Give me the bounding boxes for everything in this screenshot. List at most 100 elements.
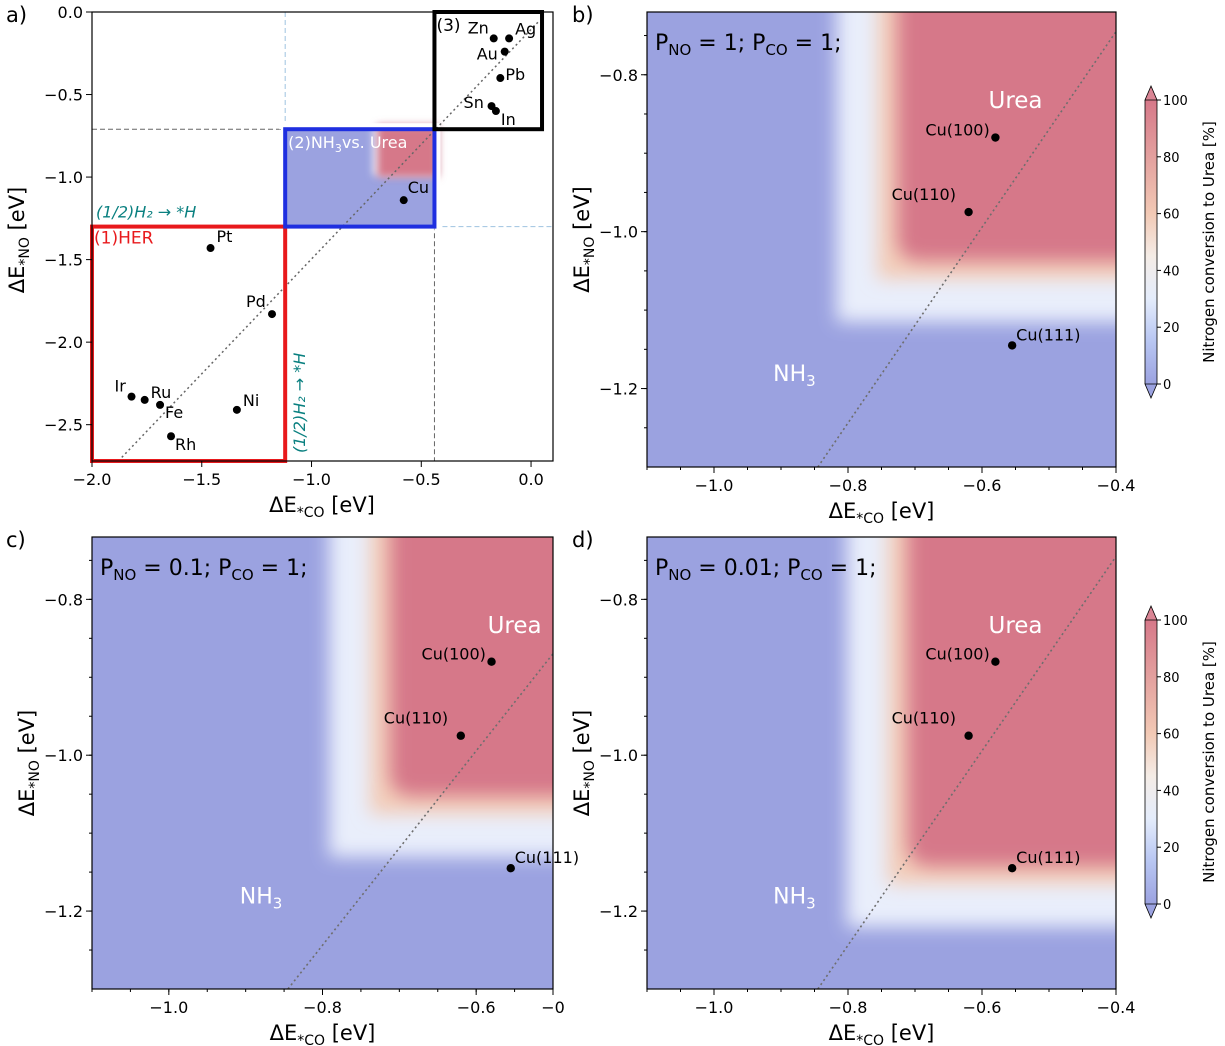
- data-label-cu111: Cu(111): [1016, 325, 1080, 344]
- urea-region: [389, 537, 553, 796]
- y-tick-label: −1.0: [44, 168, 83, 187]
- data-label-cu100: Cu(100): [925, 121, 989, 140]
- data-label-pt: Pt: [217, 227, 233, 246]
- x-axis-label: ΔE*CO [eV]: [829, 499, 935, 527]
- y-axis-label-sub: *NO: [27, 760, 43, 789]
- region-2-clip: [279, 123, 441, 130]
- x-axis-label: ΔE*CO [eV]: [829, 1021, 935, 1046]
- x-tick-label: −1.0: [149, 998, 188, 1017]
- data-label-cu: Cu: [408, 178, 429, 197]
- region-nh3-urea-label-main: (2)NH: [288, 133, 335, 152]
- condition-sub-co: CO: [765, 41, 787, 59]
- data-point-cu110: [964, 207, 973, 217]
- heatmap-layer: [92, 537, 553, 989]
- x-tick-label: −0.8: [829, 476, 868, 495]
- y-axis-label-unit: [eV]: [570, 186, 594, 236]
- x-axis-label-sub: *CO: [297, 1033, 325, 1046]
- colorbar-min-arrow: [1144, 903, 1158, 920]
- panel-a-letter: a): [6, 3, 27, 27]
- y-tick-label: −0.8: [599, 590, 638, 609]
- y-axis-label-main: ΔE: [570, 789, 594, 817]
- colorbar-tick-label: 100: [1163, 614, 1188, 629]
- h-adsorption-label-vertical: (1/2)H₂ → *H: [290, 353, 309, 453]
- x-tick-label: −0.4: [1097, 998, 1136, 1017]
- data-point-pb: [496, 74, 505, 83]
- y-axis-label-sub: *NO: [582, 760, 598, 789]
- nh3-label-sub: 3: [806, 372, 816, 390]
- x-axis-label-sub: *CO: [856, 1033, 884, 1046]
- y-tick-label: −2.5: [44, 416, 83, 435]
- data-point-ru: [140, 395, 149, 404]
- h-adsorption-label-horizontal: (1/2)H₂ → *H: [96, 203, 196, 222]
- data-label-ag: Ag: [515, 19, 536, 38]
- data-point-cu100: [991, 133, 1000, 142]
- heatmap-layer: [647, 12, 1116, 467]
- colorbar-tick-label: 40: [1163, 264, 1180, 279]
- condition-label: PNO = 0.01; PCO = 1;: [655, 556, 877, 584]
- condition-p: P: [655, 556, 668, 581]
- y-axis-label-unit: [eV]: [570, 710, 594, 760]
- urea-region: [897, 12, 1116, 261]
- colorbar-tick-label: 0: [1163, 898, 1171, 913]
- y-tick-label: −0.8: [44, 590, 83, 609]
- data-label-rh: Rh: [175, 435, 196, 454]
- colorbar-tick-label: 100: [1163, 94, 1188, 109]
- colorbar-gradient: [1145, 620, 1157, 904]
- colorbar-max-arrow: [1144, 84, 1158, 101]
- data-point-ag: [505, 34, 514, 43]
- x-tick-label: −0.8: [829, 998, 868, 1017]
- colorbar-top: 0 20 40 60 80 100 Nitrogen conversion to Urea …: [1144, 84, 1218, 400]
- data-point-cu111: [1007, 341, 1017, 350]
- data-point-cu110: [456, 731, 465, 740]
- data-label-cu110: Cu(110): [892, 709, 956, 728]
- diagonal-line: [287, 652, 553, 989]
- colorbar-tick-label: 60: [1163, 208, 1180, 223]
- condition-sub-no: NO: [113, 566, 136, 584]
- x-axis-label-unit: [eV]: [325, 1021, 375, 1045]
- x-axis-label-main: ΔE: [829, 499, 857, 523]
- y-axis-label-unit: [eV]: [15, 710, 39, 760]
- nh3-label-sub: 3: [273, 894, 283, 912]
- y-axis-label-main: ΔE: [15, 789, 39, 817]
- colorbar-tick-label: 80: [1163, 151, 1180, 166]
- data-point-au: [500, 47, 509, 56]
- data-label-ru: Ru: [151, 383, 172, 402]
- data-point-pd: [268, 310, 277, 319]
- urea-region: [907, 537, 1116, 867]
- data-label-sn: Sn: [464, 93, 484, 112]
- colorbar-gradient: [1145, 100, 1157, 384]
- data-point-ni: [232, 405, 241, 414]
- nh3-label-sub: 3: [806, 894, 816, 912]
- data-label-pd: Pd: [246, 292, 266, 311]
- condition-sub-co: CO: [231, 566, 253, 584]
- colorbar-tick-label: 20: [1163, 321, 1180, 336]
- colorbar-tick-label: 40: [1163, 784, 1180, 799]
- y-tick-label: −1.0: [44, 746, 83, 765]
- x-axis-label-unit: [eV]: [884, 499, 934, 523]
- x-tick-label: −0.4: [1097, 476, 1136, 495]
- nh3-label-main: NH: [773, 362, 806, 387]
- condition-pno-value: = 0.01; P: [691, 556, 800, 581]
- data-label-cu110: Cu(110): [892, 185, 956, 204]
- data-label-cu100: Cu(100): [422, 645, 486, 664]
- y-tick-label: −1.2: [599, 380, 638, 399]
- data-point-pt: [206, 244, 215, 253]
- data-label-in: In: [501, 110, 516, 129]
- data-point-cu: [399, 196, 408, 205]
- data-point-cu100: [991, 657, 1000, 666]
- data-label-au: Au: [477, 45, 498, 64]
- region-nh3-urea-label: (2)NH3vs. Urea: [288, 133, 407, 155]
- y-tick-label: −1.2: [44, 902, 83, 921]
- y-tick-label: −1.0: [599, 746, 638, 765]
- panel-a-plot-area: [92, 12, 553, 461]
- y-tick-label: −1.2: [599, 902, 638, 921]
- region-nh3-urea-box: [283, 127, 437, 229]
- x-tick-label: 0.0: [518, 470, 543, 489]
- data-point-cu111: [506, 864, 515, 873]
- panel-c-heatmap: c) PNO = 0.1; PCO = 1; Urea NH3 Cu(100) Cu(11…: [6, 528, 579, 1046]
- x-axis-label-unit: [eV]: [884, 1021, 934, 1045]
- panel-a-ylabel: ΔE*NO [eV]: [5, 187, 33, 294]
- data-point-rh: [167, 432, 176, 441]
- x-tick-label: −1.0: [695, 998, 734, 1017]
